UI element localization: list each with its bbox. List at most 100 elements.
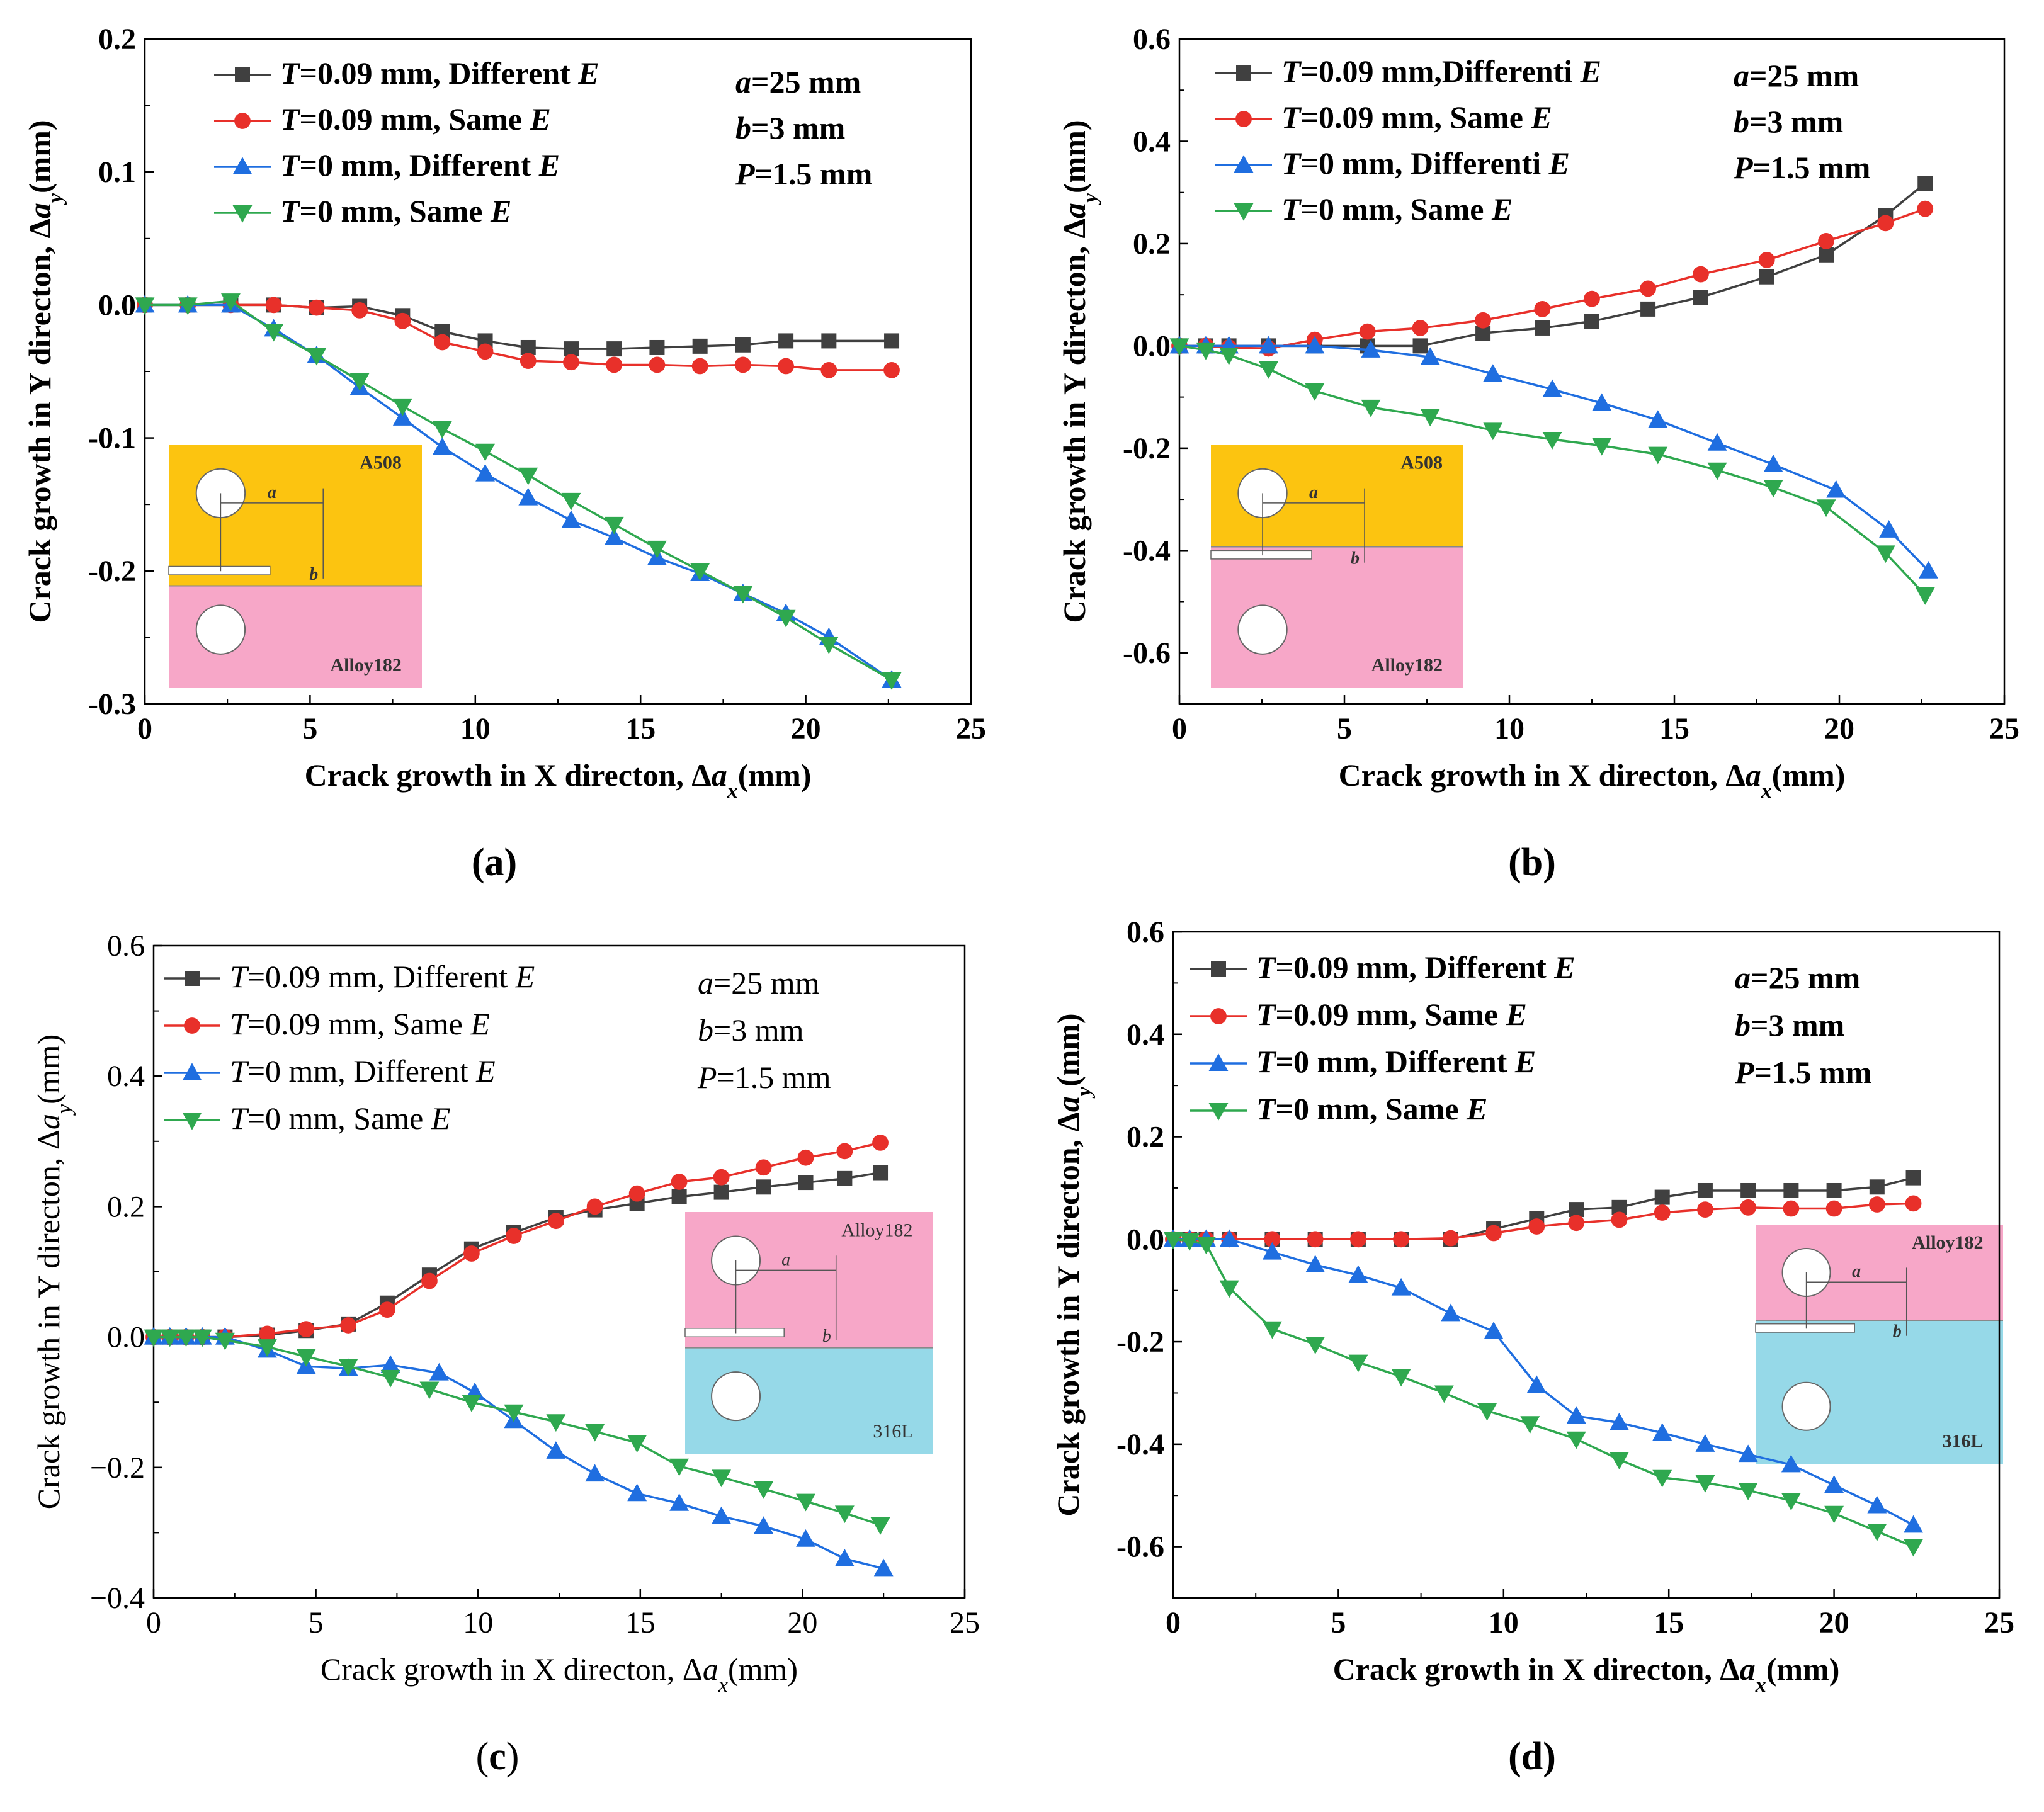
dimension-b-label: b — [1351, 549, 1360, 569]
panel-label-letter: d — [1521, 1735, 1543, 1778]
parameter-value: =3 mm — [751, 110, 845, 145]
data-point-triangle-up — [1305, 336, 1325, 354]
data-point-circle — [1917, 200, 1934, 217]
data-point-triangle-down — [834, 1505, 855, 1524]
data-point-circle — [1307, 1231, 1324, 1248]
data-point-circle — [1758, 252, 1775, 268]
crack-notch — [1210, 550, 1312, 560]
data-point-triangle-down — [604, 516, 624, 535]
axis-title-var: a — [1057, 203, 1092, 218]
data-point-triangle-down — [1695, 1475, 1715, 1493]
axis-title-unit: (mm) — [1057, 120, 1092, 193]
data-point-triangle-down — [176, 1329, 196, 1347]
legend-text-body: =0 mm, Same — [1276, 1091, 1467, 1126]
dimension-b-label: b — [1893, 1322, 1902, 1342]
x-tick-label: 15 — [625, 712, 656, 745]
data-point-triangle-down — [1781, 1493, 1801, 1511]
data-point-triangle-down — [647, 540, 667, 558]
axis-title-sub: x — [1761, 779, 1772, 803]
data-point-square — [873, 1165, 889, 1181]
data-point-triangle-up — [1483, 364, 1503, 382]
data-point-circle — [421, 1272, 438, 1289]
data-point-triangle-up — [1610, 1412, 1629, 1430]
y-tick-label: 0.1 — [98, 156, 136, 189]
data-point-circle — [1611, 1211, 1628, 1228]
x-tick-label: 15 — [1659, 712, 1689, 745]
data-point-circle — [309, 299, 325, 316]
data-point-triangle-up — [380, 1355, 400, 1373]
x-tick-label: 5 — [1331, 1606, 1346, 1639]
data-point-triangle-up — [1781, 1454, 1801, 1473]
data-point-triangle-up — [1262, 1242, 1282, 1260]
legend-item: T=0.09 mm,Differenti E — [1215, 54, 1601, 89]
series-4 — [144, 1329, 890, 1535]
data-point-square — [1236, 65, 1251, 81]
data-point-triangle-down — [296, 1349, 316, 1367]
data-point-circle — [1235, 111, 1252, 127]
data-point-circle — [1528, 1218, 1545, 1235]
data-point-circle — [1442, 1230, 1459, 1247]
data-point-triangle-down — [1219, 348, 1239, 365]
data-point-circle — [379, 1301, 395, 1318]
data-point-triangle-down — [1915, 587, 1935, 605]
parameter-value: =25 mm — [1751, 960, 1860, 995]
series-line — [1172, 1238, 1914, 1548]
data-point-triangle-down — [1738, 1483, 1758, 1500]
parameter-var: a — [735, 64, 751, 99]
data-point-circle — [1568, 1215, 1585, 1232]
x-axis-title: Crack growth in X directon, Δax(mm) — [305, 757, 812, 803]
legend-var: T — [1281, 99, 1302, 135]
data-point-square — [1640, 301, 1656, 317]
legend-label: T=0 mm, Differenti E — [1281, 145, 1570, 181]
data-point-triangle-up — [1259, 336, 1278, 354]
axis-title-unit: (mm) — [738, 757, 812, 793]
parameter-var: a — [1734, 58, 1749, 93]
axis-title-unit: (mm) — [1772, 757, 1846, 793]
data-point-square — [520, 339, 536, 355]
legend: T=0.09 mm,Differenti ET=0.09 mm, Same ET… — [1215, 54, 1601, 227]
legend-label: T=0.09 mm, Same E — [1256, 997, 1527, 1032]
axis-title-var: a — [703, 1651, 718, 1687]
axis-title-text: Crack growth in Y directon, Δ — [22, 218, 57, 623]
data-point-square — [798, 1175, 814, 1191]
data-point-triangle-down — [1179, 1233, 1200, 1251]
data-point-triangle-down — [160, 1329, 180, 1347]
data-point-triangle-down — [1196, 1237, 1216, 1255]
legend-item: T=0.09 mm, Same E — [214, 101, 551, 137]
data-point-triangle-down — [669, 1458, 690, 1476]
axis-title-text: Crack growth in X directon, Δ — [305, 757, 712, 793]
data-point-triangle-up — [432, 437, 452, 455]
axis-title-var: a — [712, 757, 727, 793]
legend-text-body: =0 mm, Different — [1276, 1044, 1515, 1079]
legend-var-e: E — [515, 959, 535, 994]
parameter-P: P=1.5 mm — [1734, 1055, 1871, 1090]
parameter-b: b=3 mm — [1734, 104, 1843, 139]
parameter-value: =1.5 mm — [717, 1060, 831, 1095]
y-tick-label: 0.6 — [1127, 915, 1164, 949]
parameter-block: a=25 mmb=3 mmP=1.5 mm — [1734, 960, 1871, 1090]
y-tick-label: 0.0 — [1133, 329, 1171, 363]
legend-var: T — [280, 147, 301, 183]
data-point-triangle-down — [1875, 545, 1895, 563]
data-point-circle — [1740, 1199, 1757, 1216]
y-tick-label: 0.0 — [107, 1321, 145, 1354]
legend-item: T=0.09 mm, Same E — [164, 1006, 490, 1041]
data-point-circle — [778, 358, 794, 375]
legend-var: T — [230, 959, 249, 994]
data-point-triangle-down — [1542, 432, 1562, 450]
data-point-triangle-down — [1566, 1431, 1586, 1449]
axis-title-var: a — [1746, 757, 1761, 793]
legend-var: T — [230, 1101, 249, 1136]
data-point-triangle-down — [215, 1332, 235, 1351]
data-point-square — [1869, 1179, 1885, 1195]
panel-label: (d) — [1508, 1735, 1556, 1778]
data-point-circle — [520, 353, 537, 369]
parameter-var: P — [697, 1060, 717, 1095]
data-point-circle — [671, 1174, 688, 1190]
data-point-square — [1412, 338, 1428, 354]
data-point-triangle-down — [257, 1339, 277, 1357]
data-point-triangle-down — [338, 1359, 358, 1377]
parameter-value: =25 mm — [751, 64, 861, 99]
